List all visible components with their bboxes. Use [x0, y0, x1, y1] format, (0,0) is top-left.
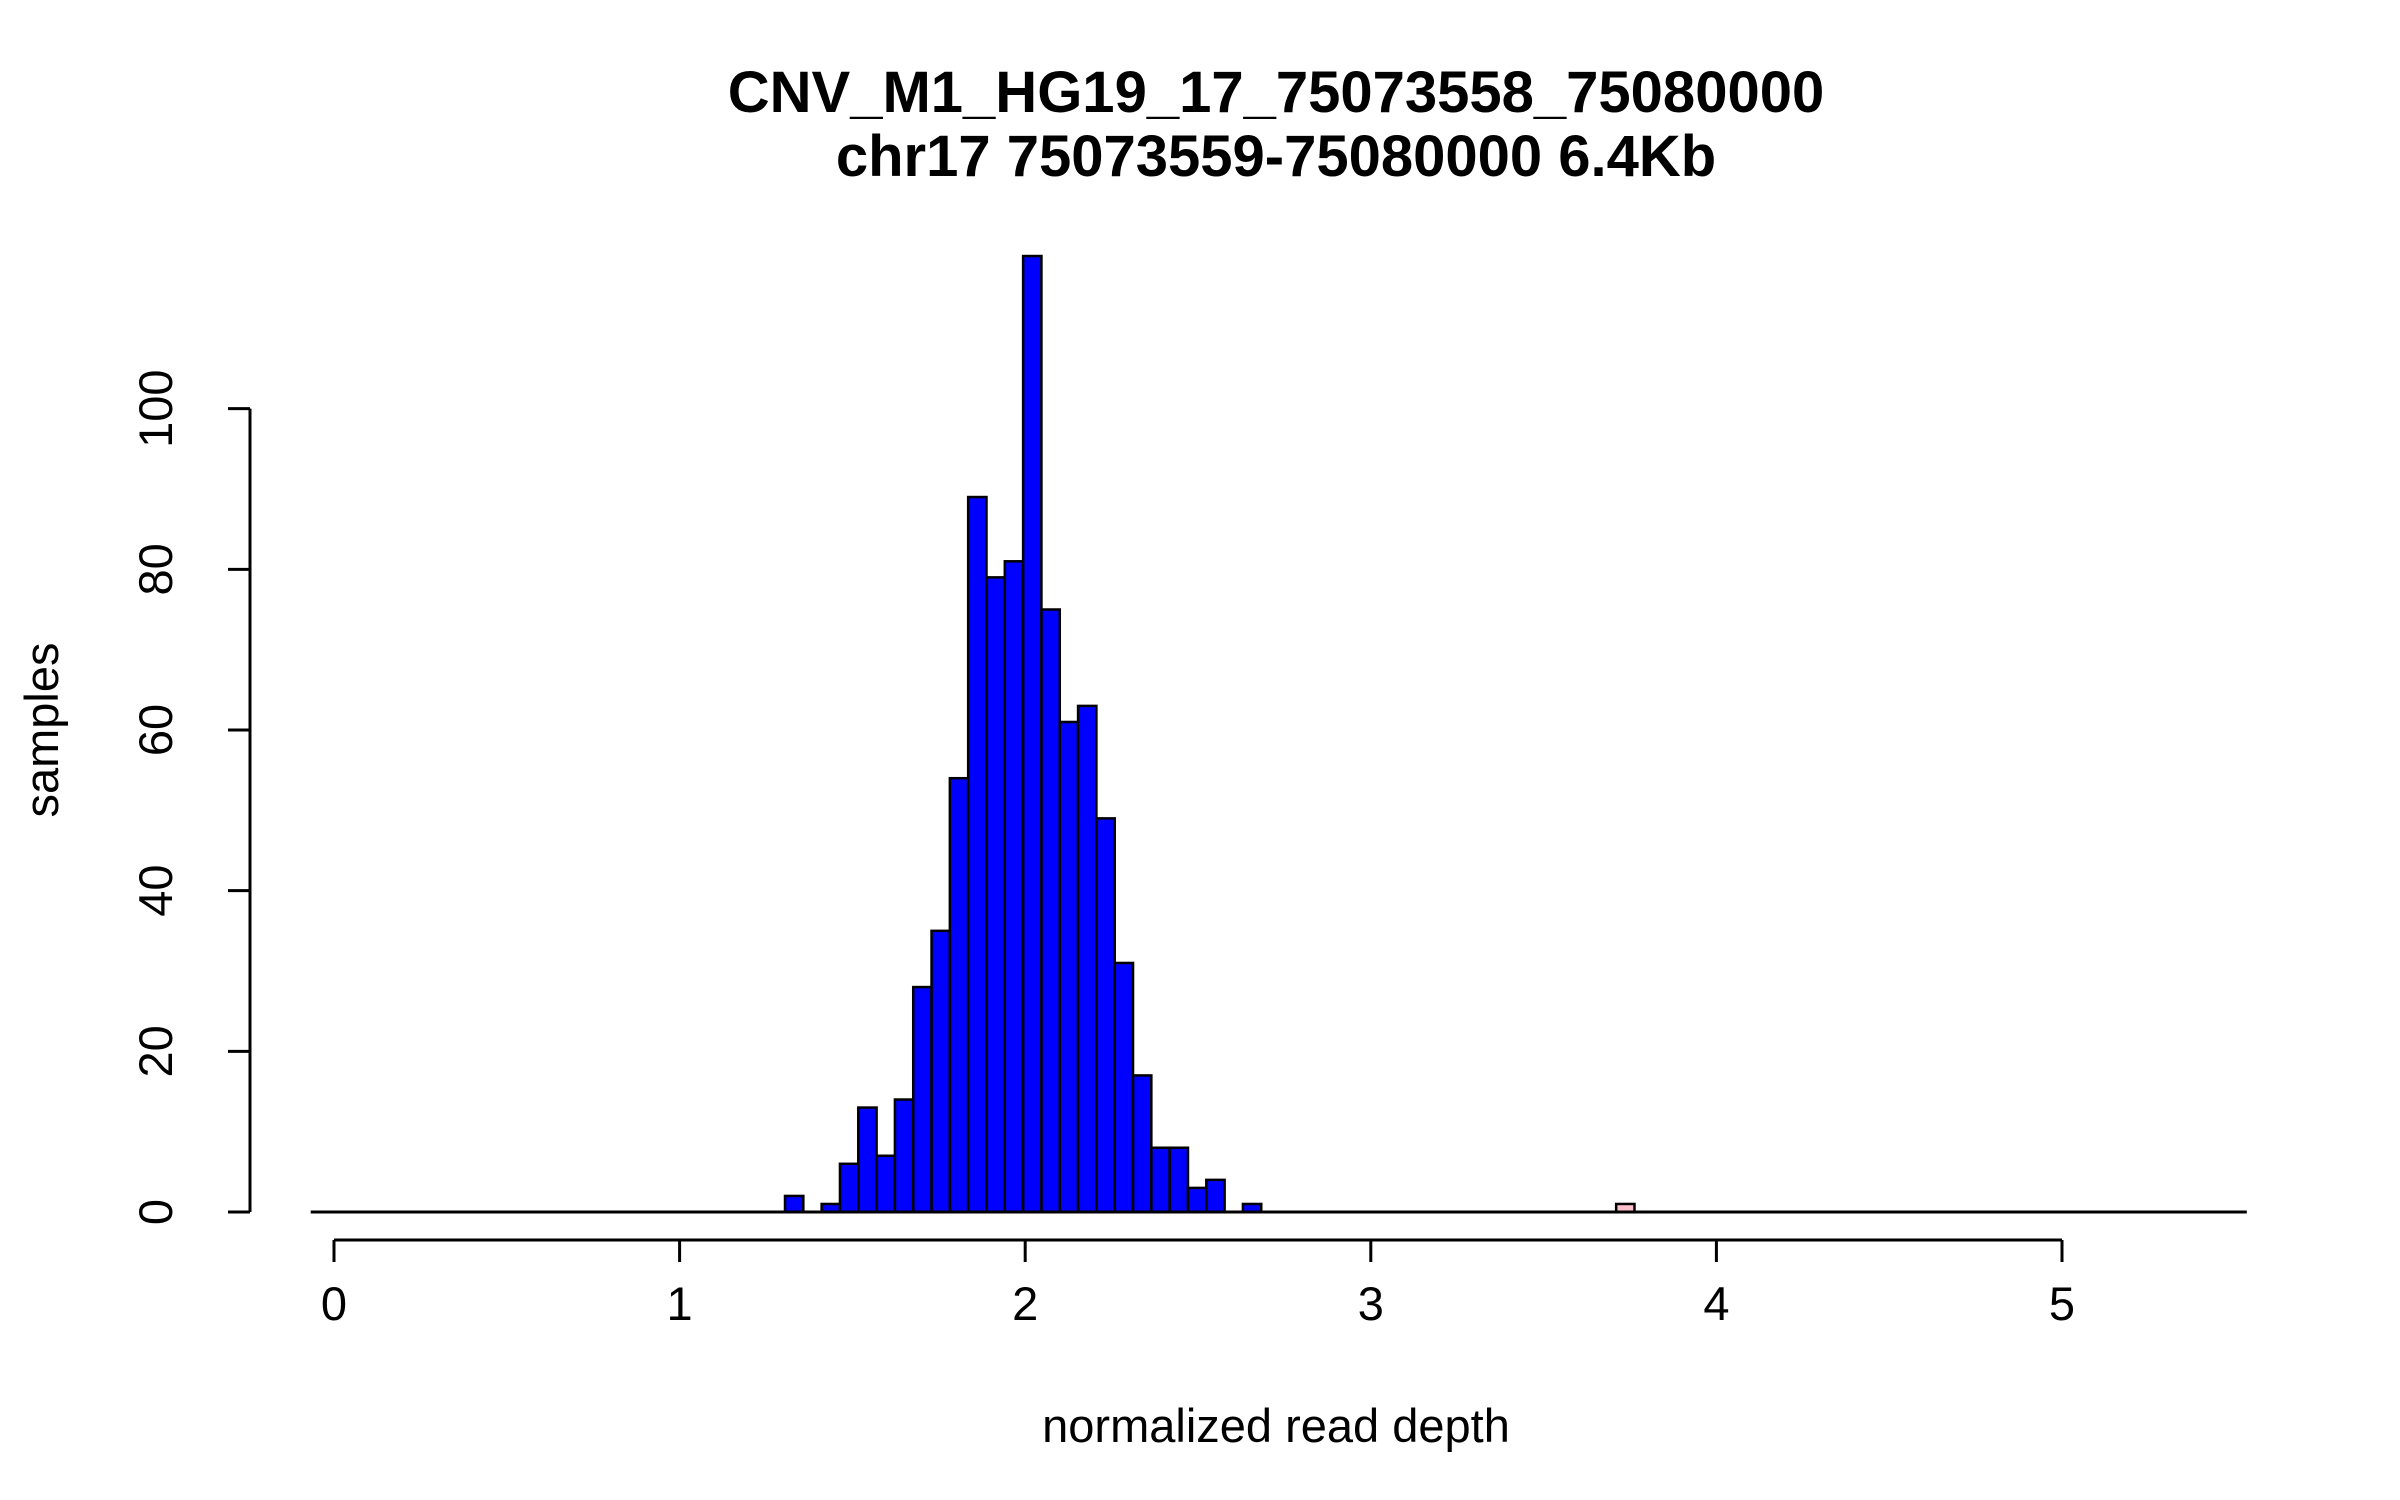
histogram-bars	[783, 254, 1636, 1214]
histogram-bar	[985, 576, 1007, 1214]
histogram-bar	[1095, 817, 1116, 1214]
histogram-bar	[1058, 720, 1080, 1214]
x-tick-label: 4	[1703, 1277, 1729, 1330]
histogram-bar	[911, 985, 933, 1214]
x-tick-label: 0	[321, 1277, 347, 1330]
x-tick-label: 2	[1012, 1277, 1038, 1330]
y-tick-label: 100	[129, 369, 182, 447]
histogram-bar	[857, 1106, 878, 1214]
y-tick-label: 60	[129, 704, 182, 756]
histogram-bar	[1205, 1178, 1226, 1214]
x-tick-label: 3	[1358, 1277, 1384, 1330]
histogram-bar	[930, 929, 952, 1214]
x-axis-label: normalized read depth	[1042, 1399, 1510, 1452]
histogram-bar	[838, 1162, 860, 1214]
chart-title: CNV_M1_HG19_17_75073558_75080000	[728, 60, 1824, 125]
y-axis: 0 20 40 60 80 100	[129, 369, 252, 1225]
x-tick-label: 1	[667, 1277, 693, 1330]
histogram-bar	[966, 495, 988, 1214]
y-tick-label: 80	[129, 543, 182, 595]
histogram-bar	[783, 1194, 805, 1214]
histogram-bar	[1076, 704, 1098, 1214]
y-tick-label: 0	[129, 1199, 182, 1225]
x-axis: 0 1 2 3 4 5	[321, 1238, 2075, 1330]
histogram-bar	[893, 1098, 915, 1214]
histogram-bar	[1168, 1146, 1190, 1214]
histogram-bar	[1040, 608, 1062, 1214]
histogram-bar	[1113, 961, 1135, 1214]
y-tick-label: 40	[129, 865, 182, 917]
chart-subtitle: chr17 75073559-75080000 6.4Kb	[836, 124, 1716, 189]
histogram-bar	[1021, 254, 1043, 1214]
histogram-bar	[1003, 560, 1025, 1214]
histogram-bar	[948, 776, 970, 1214]
histogram-bar	[1186, 1186, 1208, 1214]
histogram-bar	[1131, 1074, 1153, 1214]
x-tick-label: 5	[2049, 1277, 2075, 1330]
histogram-bar	[875, 1154, 897, 1214]
y-tick-label: 20	[129, 1025, 182, 1077]
y-axis-label: samples	[15, 642, 68, 817]
histogram-bar	[1150, 1146, 1171, 1214]
